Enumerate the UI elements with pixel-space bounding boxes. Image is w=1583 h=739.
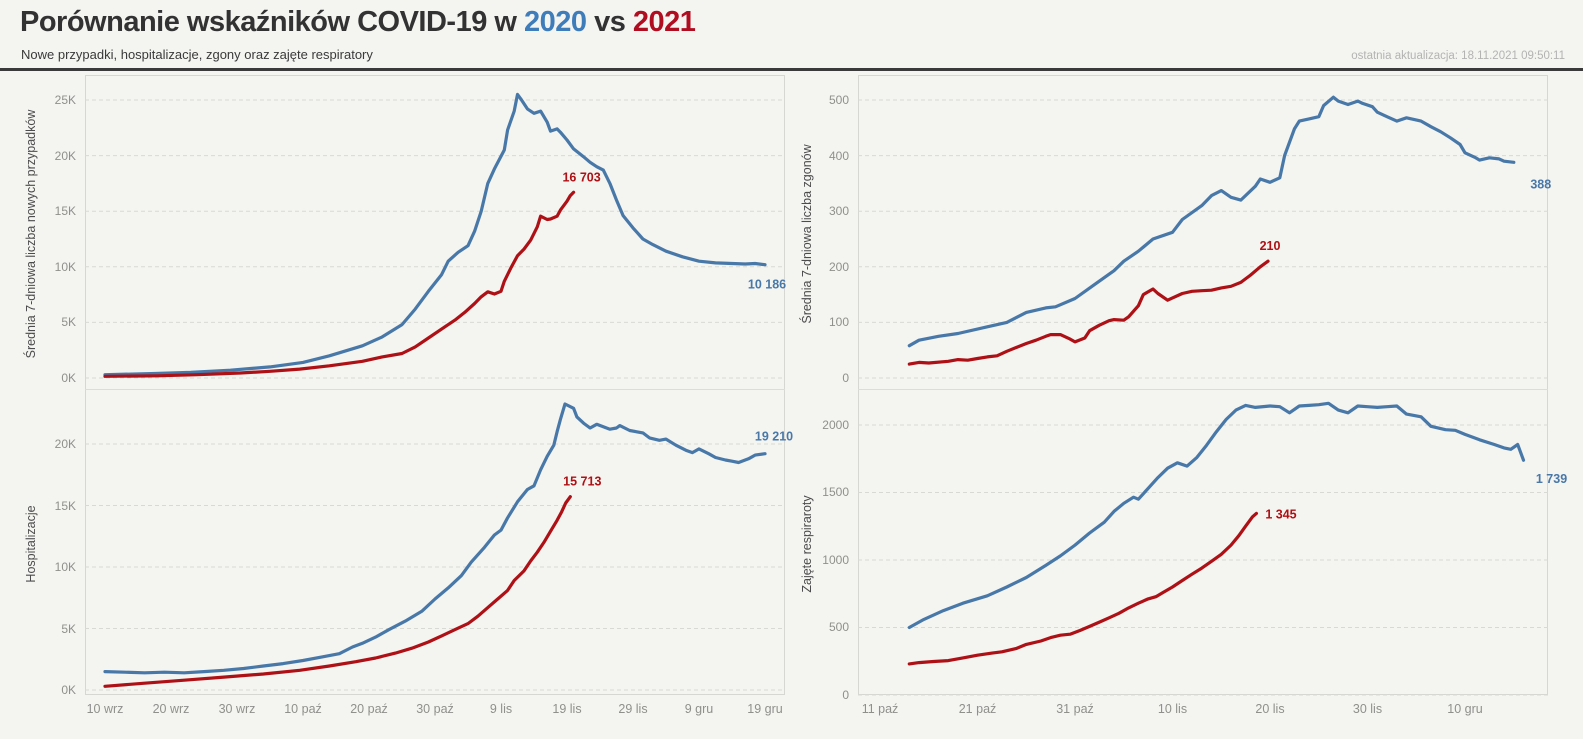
chart-pane-left bbox=[85, 75, 785, 695]
chart-ventilators: 1 739 1 345 bbox=[858, 401, 1567, 696]
y-tick-label: 0 bbox=[842, 370, 849, 385]
pane-row-divider bbox=[85, 389, 785, 390]
line-2021-hospitalizations[interactable] bbox=[103, 495, 572, 688]
line-2020-ventilators[interactable] bbox=[907, 401, 1526, 630]
x-tick-label: 20 wrz bbox=[152, 702, 190, 716]
y-axis-title-ventilators: Zajęte respiraroty bbox=[800, 494, 814, 593]
last-updated-text: ostatnia aktualizacja: 18.11.2021 09:50:… bbox=[1351, 50, 1565, 62]
subtitle: Nowe przypadki, hospitalizacje, zgony or… bbox=[21, 47, 373, 62]
data-label-2020-new-cases: 10 186 bbox=[748, 278, 786, 292]
y-tick-label: 20K bbox=[54, 148, 76, 163]
data-label-2020-ventilators: 1 739 bbox=[1536, 472, 1567, 486]
line-2021-ventilators[interactable] bbox=[907, 511, 1258, 666]
line-2020-deaths[interactable] bbox=[907, 95, 1516, 348]
y-tick-label: 0K bbox=[61, 683, 76, 697]
title-vs: vs bbox=[586, 6, 633, 38]
data-label-2020-hospitalizations: 19 210 bbox=[755, 430, 793, 444]
y-tick-label: 0K bbox=[61, 371, 76, 385]
y-tick-label: 400 bbox=[828, 148, 849, 163]
y-tick-label: 2000 bbox=[822, 417, 849, 432]
x-tick-label: 21 paź bbox=[958, 702, 997, 716]
y-tick-label: 25K bbox=[54, 92, 76, 107]
x-tick-label: 19 lis bbox=[552, 702, 582, 716]
x-tick-label: 10 gru bbox=[1447, 702, 1483, 716]
x-tick-label: 31 paź bbox=[1056, 702, 1094, 716]
line-2021-new-cases[interactable] bbox=[103, 190, 576, 378]
y-tick-label: 1000 bbox=[822, 552, 849, 567]
y-tick-label: 20K bbox=[54, 437, 76, 451]
x-tick-label: 29 lis bbox=[618, 702, 648, 716]
x-tick-label: 30 paź bbox=[416, 702, 454, 716]
title-prefix: Porównanie wskaźników COVID-19 w bbox=[20, 6, 525, 38]
x-tick-label: 10 wrz bbox=[86, 702, 124, 716]
data-label-2021-new-cases: 16 703 bbox=[562, 170, 600, 184]
chart-hospitalizations: 19 210 15 713 bbox=[85, 402, 793, 691]
y-tick-label: 10K bbox=[54, 259, 76, 274]
y-axis-title-deaths: Średnia 7-dniowa liczba zgonów bbox=[800, 144, 814, 324]
x-tick-label: 30 lis bbox=[1352, 702, 1383, 716]
line-2021-deaths[interactable] bbox=[907, 259, 1270, 366]
line-2020-hospitalizations[interactable] bbox=[103, 402, 767, 675]
y-tick-label: 500 bbox=[828, 93, 849, 107]
y-tick-label: 300 bbox=[828, 204, 849, 219]
x-tick-label: 10 paź bbox=[284, 702, 322, 716]
pane-row-divider bbox=[858, 389, 1548, 390]
y-tick-label: 5K bbox=[61, 621, 76, 636]
y-tick-label: 200 bbox=[828, 259, 849, 274]
y-tick-label: 15K bbox=[54, 498, 76, 513]
y-tick-label: 0 bbox=[842, 688, 849, 702]
x-tick-label: 11 paź bbox=[861, 702, 899, 716]
x-tick-label: 10 lis bbox=[1157, 702, 1188, 716]
y-tick-label: 10K bbox=[54, 560, 76, 574]
data-label-2020-deaths: 388 bbox=[1530, 177, 1551, 191]
page-title: Porównanie wskaźników COVID-19 w 2020 vs… bbox=[20, 6, 696, 39]
chart-new-cases: 10 186 16 703 bbox=[85, 92, 786, 379]
x-tick-label: 20 lis bbox=[1255, 702, 1285, 716]
y-tick-label: 15K bbox=[54, 204, 76, 219]
title-year-2021: 2021 bbox=[632, 6, 696, 38]
chart-deaths: 388 210 bbox=[858, 95, 1551, 379]
x-tick-label: 9 gru bbox=[684, 702, 714, 716]
y-tick-label: 500 bbox=[828, 620, 849, 635]
header: Porównanie wskaźników COVID-19 w 2020 vs… bbox=[0, 0, 1583, 71]
y-tick-label: 1500 bbox=[822, 485, 849, 500]
x-tick-label: 9 lis bbox=[489, 702, 513, 716]
y-tick-label: 100 bbox=[828, 315, 849, 330]
data-label-2021-deaths: 210 bbox=[1260, 239, 1281, 253]
y-tick-label: 5K bbox=[61, 315, 76, 330]
data-label-2021-ventilators: 1 345 bbox=[1265, 507, 1296, 521]
y-axis-title-new-cases: Średnia 7-dniowa liczba nowych przypadkó… bbox=[24, 109, 38, 359]
x-tick-label: 30 wrz bbox=[218, 702, 256, 716]
y-axis-title-hospitalizations: Hospitalizacje bbox=[24, 504, 38, 583]
x-tick-label: 19 gru bbox=[747, 702, 783, 716]
title-year-2020: 2020 bbox=[524, 6, 587, 38]
x-tick-label: 20 paź bbox=[350, 702, 388, 716]
header-divider bbox=[0, 68, 1583, 71]
data-label-2021-hospitalizations: 15 713 bbox=[563, 475, 601, 489]
line-2020-new-cases[interactable] bbox=[103, 92, 767, 377]
